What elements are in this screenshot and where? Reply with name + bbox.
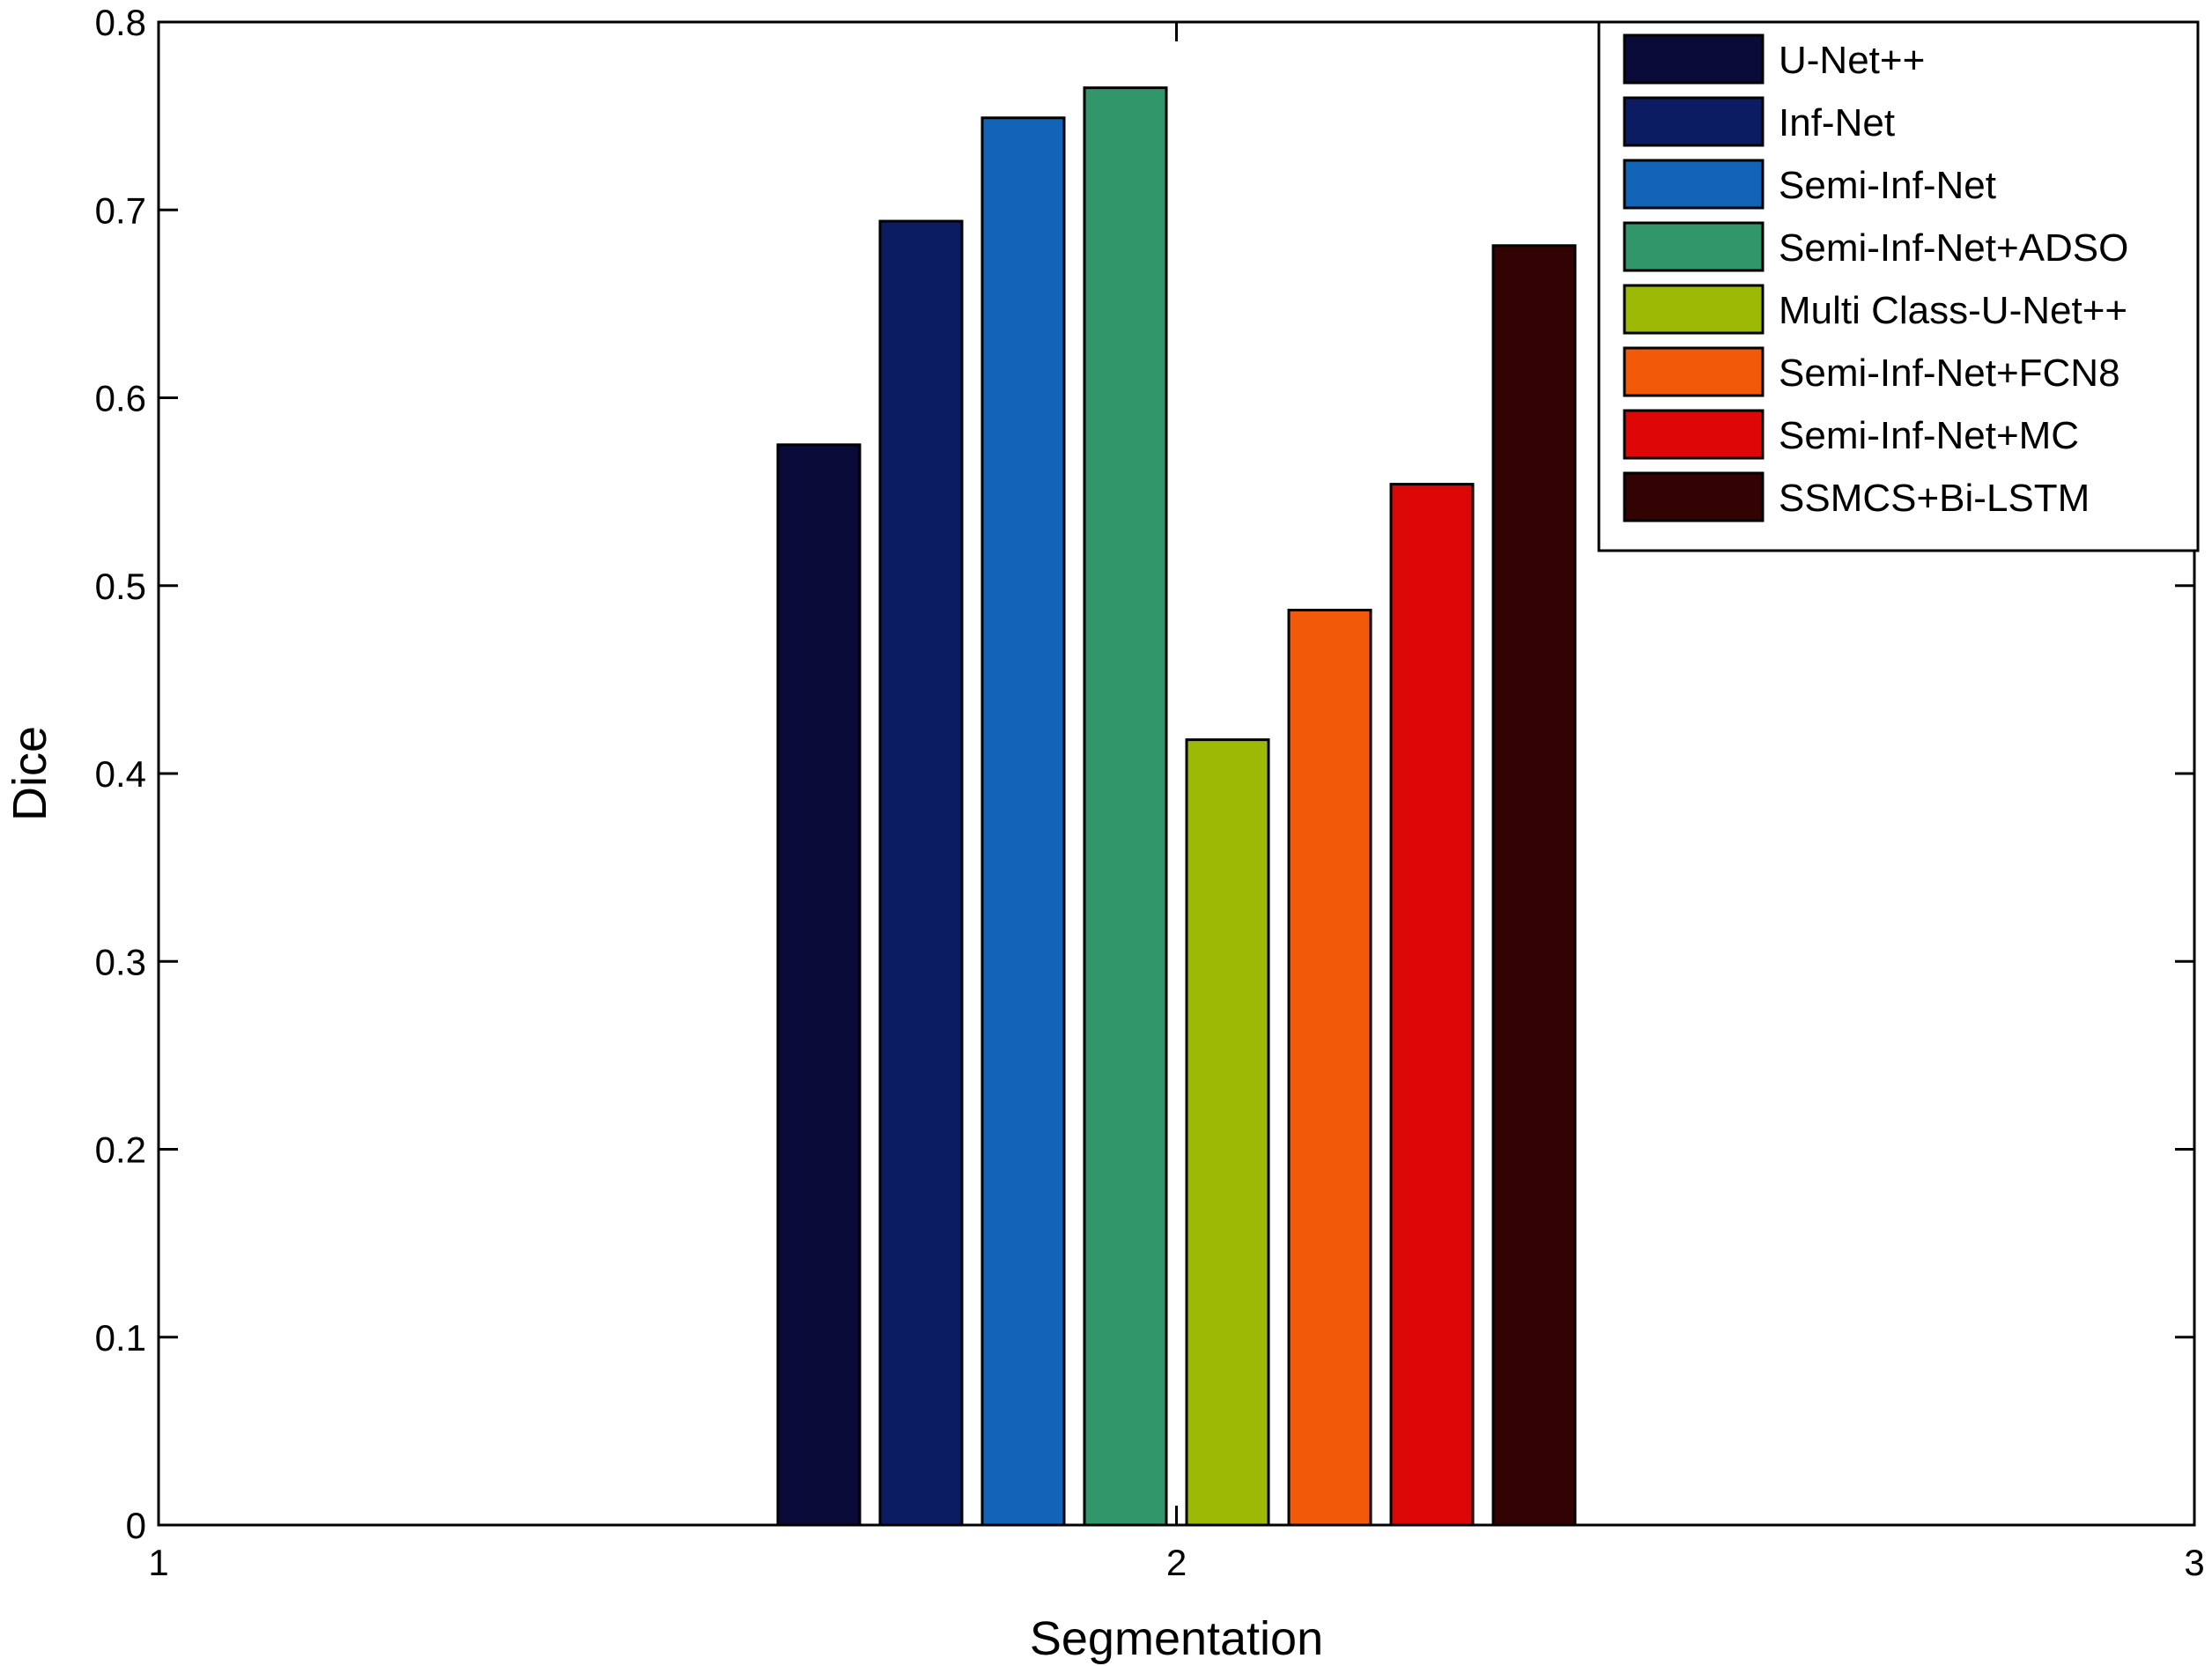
- legend-label: Semi-Inf-Net+ADSO: [1779, 226, 2128, 270]
- bar-u-net-: [776, 443, 862, 1527]
- y-tick-label: 0.8: [95, 2, 146, 43]
- y-axis-label: Dice: [4, 726, 56, 821]
- y-tick-label: 0.2: [95, 1129, 146, 1171]
- legend-label: Multi Class-U-Net++: [1779, 289, 2127, 332]
- legend-swatch: [1623, 159, 1764, 210]
- legend-label: Semi-Inf-Net+MC: [1779, 414, 2079, 457]
- legend-label: Inf-Net: [1779, 101, 1895, 144]
- legend-swatch: [1623, 284, 1764, 335]
- legend-swatch: [1623, 409, 1764, 460]
- x-tick-label: 2: [1166, 1542, 1187, 1583]
- y-tick-label: 0.6: [95, 378, 146, 419]
- legend-label: SSMCS+Bi-LSTM: [1779, 477, 2090, 520]
- y-tick-label: 0: [126, 1505, 146, 1546]
- bar-semi-inf-net-adso: [1083, 86, 1168, 1527]
- bar-semi-inf-net-fcn8: [1287, 608, 1372, 1527]
- bar-inf-net: [878, 219, 964, 1527]
- legend-label: Semi-Inf-Net+FCN8: [1779, 352, 2120, 395]
- legend-swatch: [1623, 221, 1764, 272]
- bar-semi-inf-net-mc: [1389, 483, 1475, 1527]
- y-tick-label: 0.5: [95, 566, 146, 607]
- x-tick-label: 1: [148, 1542, 168, 1583]
- legend[interactable]: U-Net++ Inf-Net Semi-Inf-Net Semi-Inf-Net+A…: [1597, 20, 2200, 552]
- y-tick-label: 0.7: [95, 189, 146, 231]
- legend-swatch: [1623, 96, 1764, 147]
- bar-multi-class-u-net-: [1185, 738, 1270, 1527]
- legend-swatch: [1623, 346, 1764, 397]
- y-tick-label: 0.3: [95, 941, 146, 982]
- x-axis-label: Segmentation: [1030, 1612, 1323, 1665]
- bar-semi-inf-net: [980, 116, 1066, 1527]
- legend-swatch: [1623, 33, 1764, 85]
- x-tick-label: 3: [2184, 1542, 2204, 1583]
- axes-group: 0 0.1 0.2 0.3 0.4 0.5 0.6 0.7 0.8 1 2 3: [95, 2, 2205, 1583]
- bar-ssmcs-bi-lstm: [1491, 244, 1577, 1527]
- legend-label: Semi-Inf-Net: [1779, 164, 1996, 207]
- y-tick-label: 0.1: [95, 1317, 146, 1359]
- legend-label: U-Net++: [1779, 39, 1925, 82]
- legend-swatch: [1623, 471, 1764, 522]
- y-tick-label: 0.4: [95, 753, 146, 795]
- bars-group: [776, 86, 1577, 1527]
